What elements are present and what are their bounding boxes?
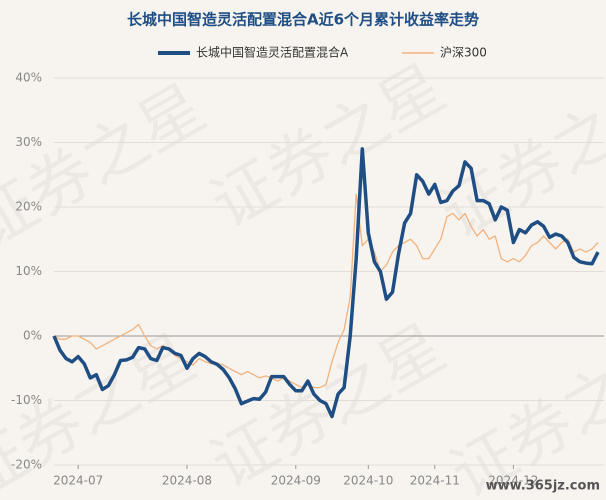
- y-tick-label: 20%: [15, 200, 42, 214]
- y-tick-label: 10%: [15, 264, 42, 278]
- y-tick-label: 0%: [23, 329, 42, 343]
- series-line: [52, 147, 600, 419]
- legend-label: 长城中国智造灵活配置混合A: [196, 45, 349, 60]
- x-tick-label: 2024-10: [343, 474, 393, 488]
- y-tick-label: -20%: [11, 458, 42, 472]
- chart-title: 长城中国智造灵活配置混合A近6个月累计收益率走势: [127, 11, 479, 29]
- x-tick-label: 2024-12: [488, 474, 538, 488]
- y-tick-label: -10%: [11, 393, 42, 407]
- x-tick-label: 2024-09: [271, 474, 321, 488]
- y-tick-label: 30%: [15, 135, 42, 149]
- legend-label: 沪深300: [440, 46, 487, 60]
- source-mark: www.365jz.com: [486, 479, 600, 494]
- series-line: [53, 193, 599, 389]
- x-tick-label: 2024-11: [410, 474, 460, 488]
- x-tick-label: 2024-08: [162, 474, 212, 488]
- x-tick-label: 2024-07: [53, 474, 103, 488]
- y-tick-label: 40%: [15, 71, 42, 85]
